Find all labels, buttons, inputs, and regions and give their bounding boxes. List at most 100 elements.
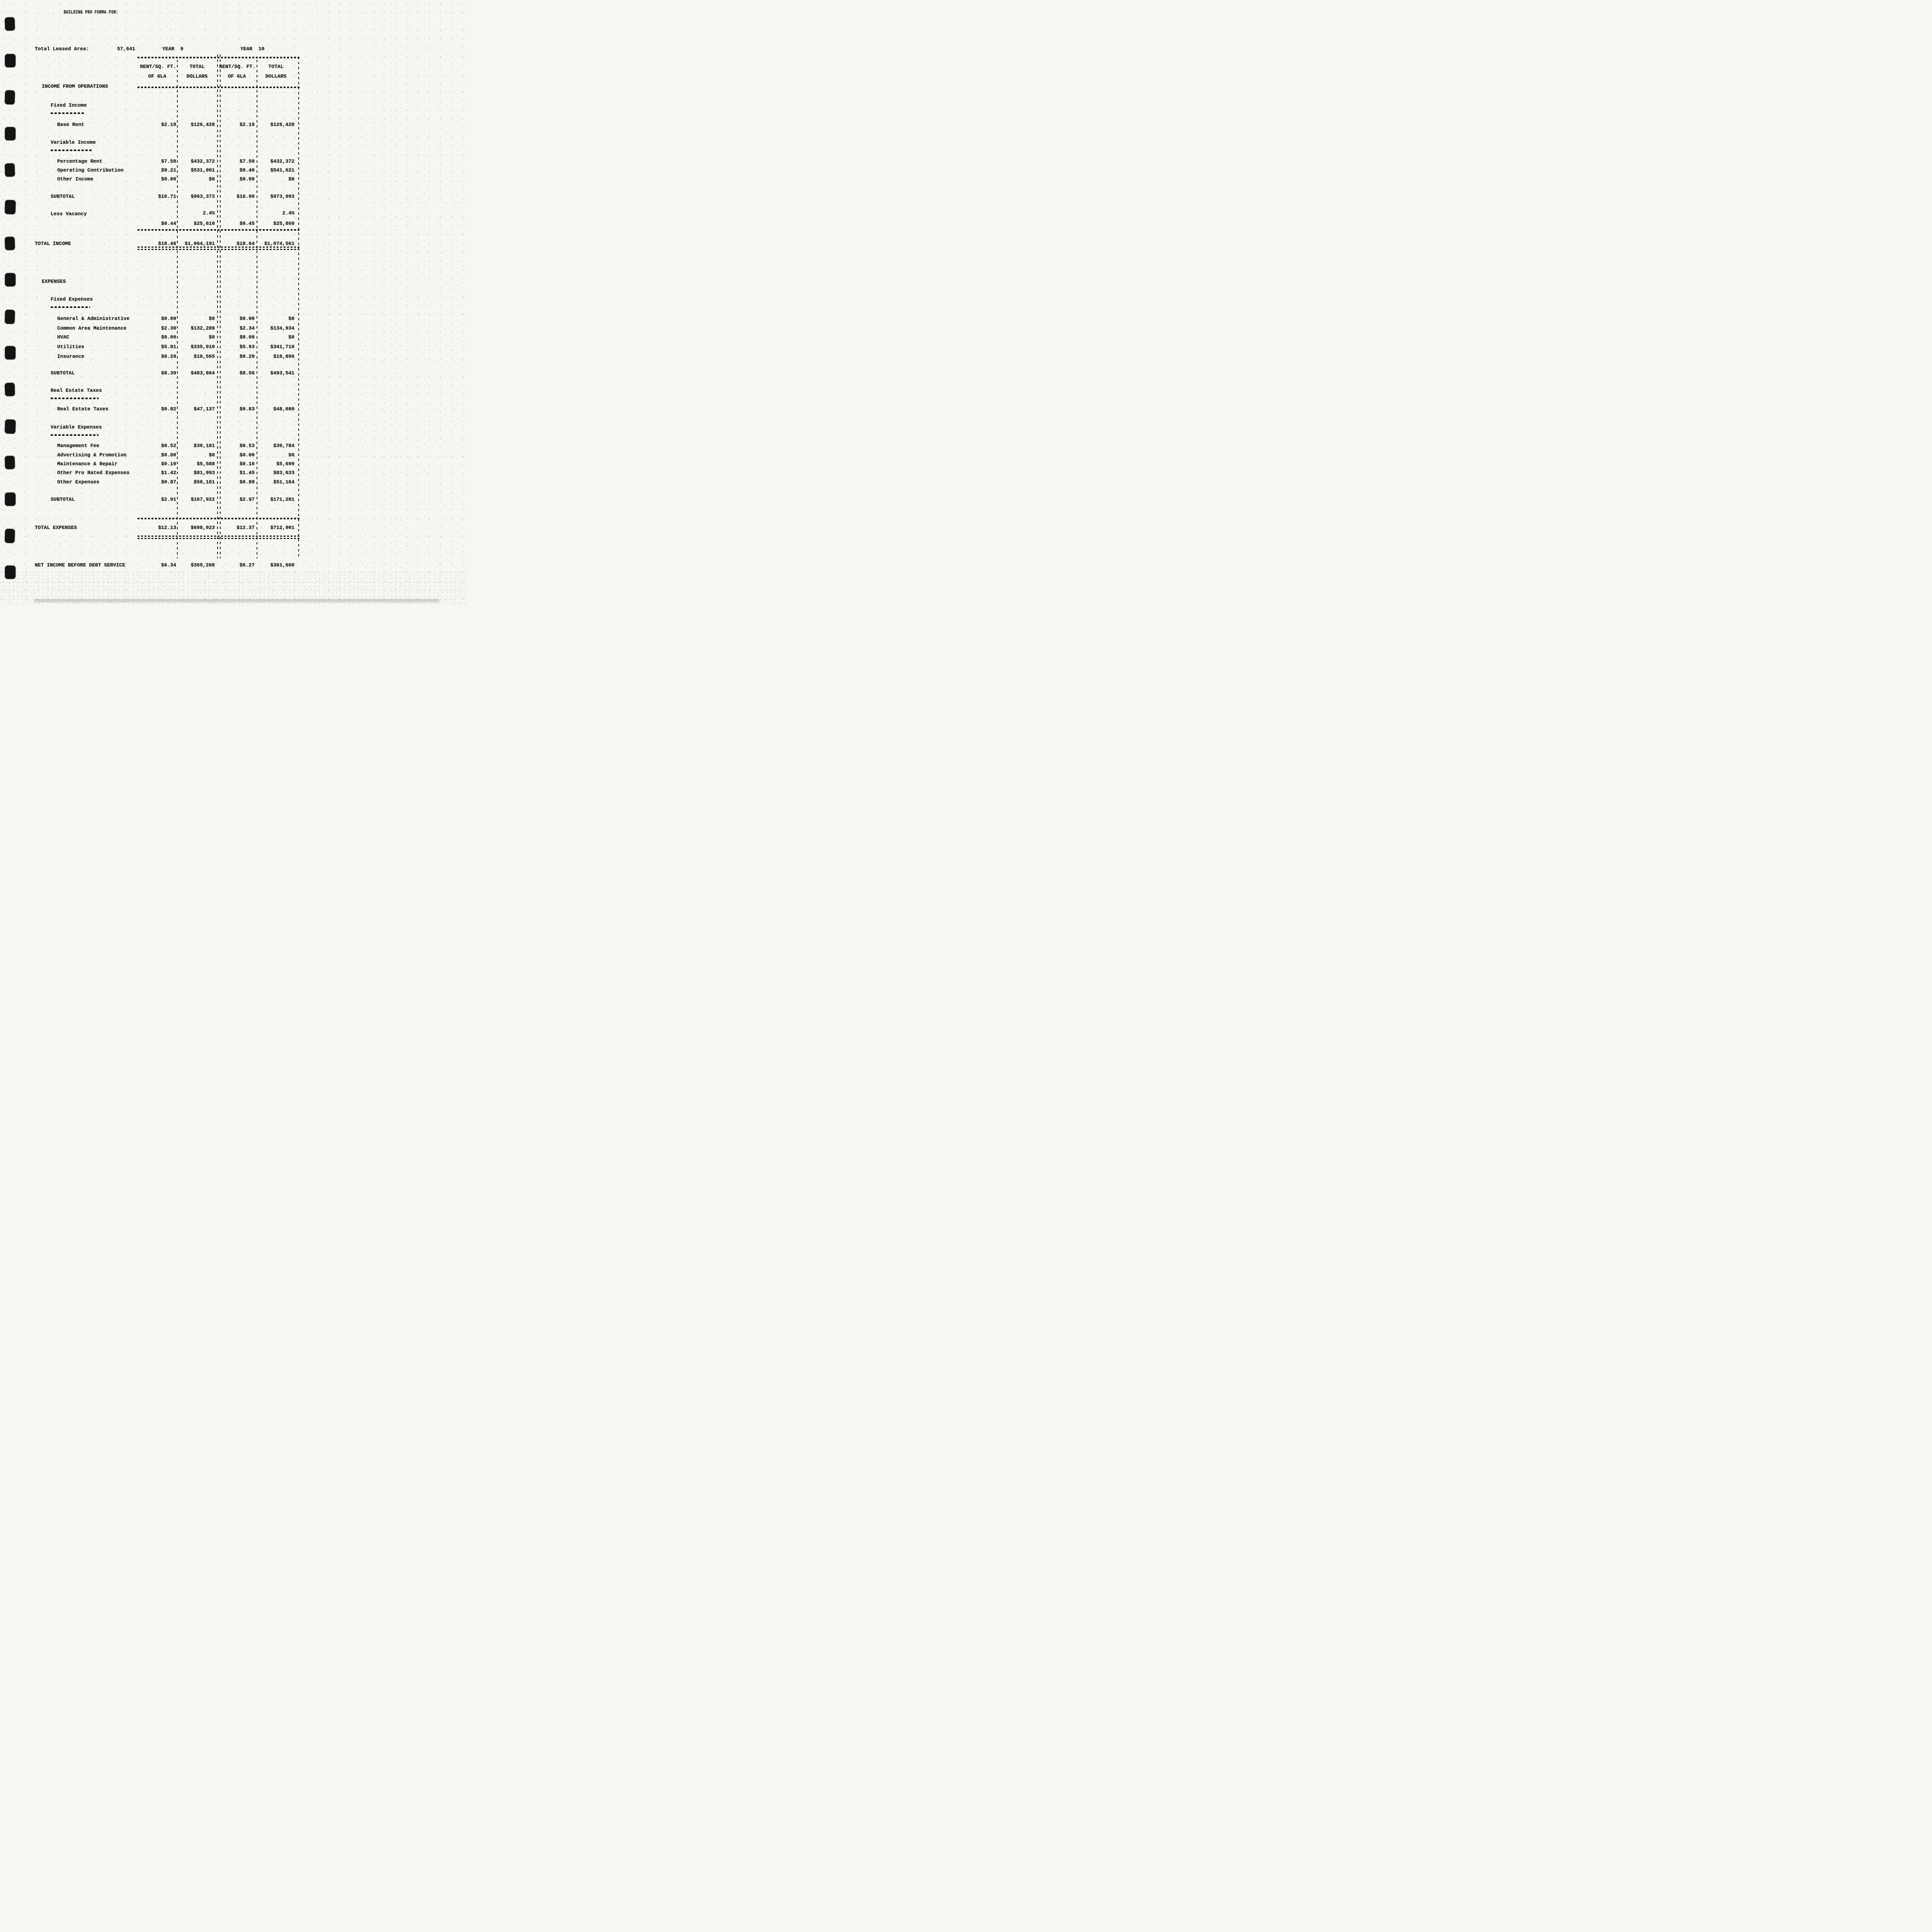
table-cell: $18.64: [236, 241, 255, 247]
table-cell: $2.34: [239, 325, 255, 331]
row-label-management-fee: Management Fee: [57, 443, 100, 449]
table-cell: $0.44: [161, 221, 176, 226]
row-label-maintenance-repair: Maintenance & Repair: [57, 461, 118, 467]
col-header-dollars9: DOLLARS: [186, 73, 208, 79]
table-cell: $0: [209, 176, 215, 182]
table-cell: $18.46: [158, 241, 176, 247]
row-label-common-area-maintenance: Common Area Maintenance: [57, 325, 127, 331]
col-header-total10: TOTAL: [268, 64, 284, 70]
row-label-total-expenses: TOTAL EXPENSES: [35, 525, 77, 531]
section-dash-underline: [51, 112, 85, 114]
table-cell: $51,164: [273, 479, 294, 485]
col-header-dollars10: DOLLARS: [265, 73, 287, 79]
table-cell: $81,993: [194, 470, 215, 476]
binder-hole: [5, 273, 15, 287]
table-cell: $30,784: [273, 443, 294, 449]
table-cell: $0: [209, 452, 215, 458]
table-cell: $5,588: [197, 461, 215, 467]
table-cell: $48,080: [273, 406, 294, 412]
binder-hole: [5, 127, 15, 140]
row-label-advertising-promotion: Advertising & Promotion: [57, 452, 127, 458]
table-cell: $541,621: [270, 167, 294, 173]
table-cell: $25,610: [194, 221, 215, 226]
section-dash-underline: [51, 306, 90, 308]
row-label-variable-income: Variable Income: [51, 139, 96, 145]
row-label-base-rent: Base Rent: [57, 122, 85, 128]
table-cell: $0.29: [161, 354, 176, 359]
scanned-pro-forma-page: { "page": { "title": "BUILDING PRO FORMA…: [0, 0, 468, 606]
row-label-insurance: Insurance: [57, 354, 85, 359]
header-bottom-rule: [138, 87, 299, 88]
table-cell: $0.00: [239, 176, 255, 182]
table-cell: $30,181: [194, 443, 215, 449]
table-cell: $12.37: [236, 525, 255, 531]
table-cell: $973,993: [270, 194, 294, 199]
table-cell: $0.00: [239, 334, 255, 340]
table-cell: $0.87: [161, 479, 176, 485]
table-cell: $698,923: [190, 525, 215, 531]
section-dash-underline: [51, 150, 93, 151]
table-cell: $0.00: [161, 452, 176, 458]
row-label-expenses: EXPENSES: [42, 279, 66, 284]
table-cell: $483,864: [190, 370, 215, 376]
table-cell: $0.00: [239, 452, 255, 458]
table-double-rule: [138, 247, 299, 250]
col-header-total9: TOTAL: [189, 64, 205, 70]
row-label-operating-contribution: Operating Contribution: [57, 167, 124, 173]
row-label-other-income: Other Income: [57, 176, 94, 182]
table-cell: $1.42: [161, 470, 176, 476]
table-cell: $0.29: [239, 354, 255, 359]
section-dash-underline: [51, 434, 99, 436]
leased-area-label: Total Leased Area:: [35, 46, 89, 52]
table-cell: $0.53: [239, 443, 255, 449]
table-cell: $0.52: [161, 443, 176, 449]
scan-noise-texture: [0, 0, 468, 606]
table-cell: $9.21: [161, 167, 176, 173]
binder-hole: [5, 419, 16, 434]
table-cell: $6.27: [239, 562, 255, 568]
year-separator-right: [220, 54, 221, 558]
row-label-income-from-operations: INCOME FROM OPERATIONS: [42, 83, 108, 89]
binder-hole: [5, 346, 15, 360]
binder-hole: [5, 529, 15, 543]
table-cell: $365,268: [190, 562, 215, 568]
binder-hole: [5, 200, 16, 214]
binder-hole: [5, 566, 15, 579]
table-cell: $2.19: [239, 122, 255, 128]
table-cell: $50,161: [194, 479, 215, 485]
table-cell: $16,565: [194, 354, 215, 359]
table-cell: $5,699: [276, 461, 294, 467]
binder-hole: [5, 456, 15, 469]
row-label-total-income: TOTAL INCOME: [35, 241, 71, 247]
row-label-net-income-before-debt-service: NET INCOME BEFORE DEBT SERVICE: [35, 562, 126, 568]
year10-header: YEAR 10: [240, 46, 265, 52]
binder-hole: [5, 17, 15, 31]
row-label-other-pro-rated-expenses: Other Pro Rated Expenses: [57, 470, 130, 476]
table-cell: $0: [288, 176, 294, 182]
table-cell: $16.71: [158, 194, 176, 199]
col-header-gla10: OF GLA: [228, 73, 246, 79]
bottom-scan-smear: [34, 599, 439, 602]
table-cell: $341,710: [270, 344, 294, 350]
table-cell: $7.50: [239, 158, 255, 164]
vacancy-pct-year9: 2.4%: [202, 210, 215, 216]
table-cell: $2.30: [161, 325, 176, 331]
table-cell: $16,896: [273, 354, 294, 359]
row-label-real-estate-taxes: Real Estate Taxes: [57, 406, 109, 412]
binder-hole: [5, 90, 15, 105]
row-label-less-vacancy: Less Vacancy: [51, 211, 87, 217]
section-dash-underline: [51, 398, 99, 399]
table-cell: $126,428: [190, 122, 215, 128]
table-cell: $167,922: [190, 497, 215, 502]
table-cell: $171,281: [270, 497, 294, 502]
page-title: BUILDING PRO FORMA FOR:: [64, 9, 138, 15]
col-header-rent9: RENT/SQ. FT.: [140, 64, 176, 70]
table-cell: $0.10: [239, 461, 255, 467]
table-rule: [138, 518, 299, 519]
year9-header: YEAR 9: [162, 46, 184, 52]
table-cell: $0.00: [161, 316, 176, 321]
table-cell: $0.89: [239, 479, 255, 485]
table-cell: $0.00: [239, 316, 255, 321]
binder-hole: [5, 163, 15, 177]
binder-hole: [5, 236, 15, 250]
